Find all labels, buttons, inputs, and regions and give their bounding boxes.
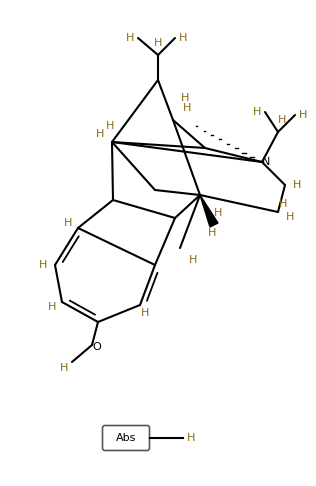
- Text: H: H: [189, 255, 197, 265]
- Text: H: H: [179, 33, 187, 43]
- Text: H: H: [286, 212, 294, 222]
- Text: H: H: [141, 308, 149, 318]
- Text: O: O: [93, 342, 101, 352]
- Text: H: H: [64, 218, 72, 228]
- Text: H: H: [253, 107, 261, 117]
- Text: H: H: [181, 93, 189, 103]
- Text: H: H: [96, 129, 104, 139]
- Text: H: H: [208, 228, 216, 238]
- Text: H: H: [39, 260, 47, 270]
- Text: H: H: [293, 180, 301, 190]
- Text: H: H: [183, 103, 191, 113]
- Text: Abs: Abs: [116, 433, 136, 443]
- Text: H: H: [106, 121, 114, 131]
- Text: H: H: [154, 38, 162, 48]
- Text: H: H: [278, 115, 286, 125]
- Text: N: N: [262, 157, 270, 167]
- Text: H: H: [299, 110, 307, 120]
- Text: H: H: [126, 33, 134, 43]
- Text: H: H: [48, 302, 56, 312]
- Text: H: H: [279, 199, 287, 209]
- Polygon shape: [200, 195, 218, 227]
- Text: H: H: [60, 363, 68, 373]
- Text: H: H: [214, 208, 222, 218]
- Text: H: H: [187, 433, 195, 443]
- FancyBboxPatch shape: [102, 426, 149, 451]
